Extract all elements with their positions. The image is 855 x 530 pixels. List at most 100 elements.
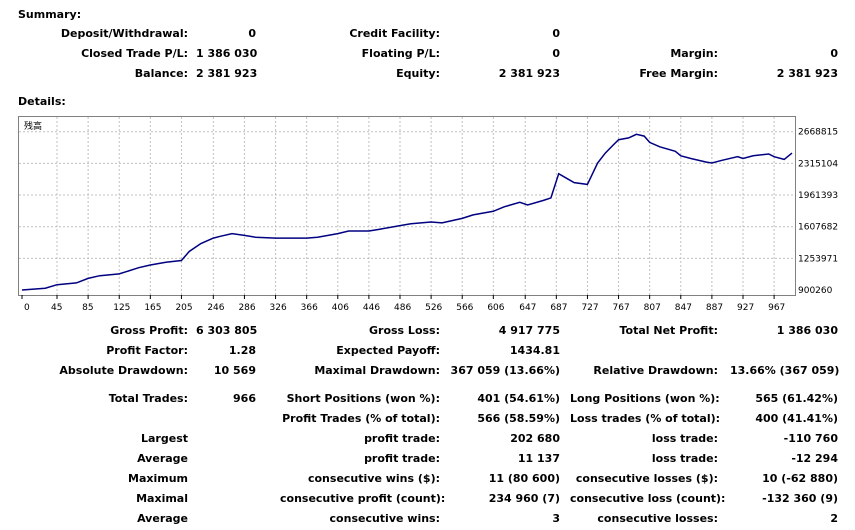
x-tick-label: 85 — [82, 303, 93, 313]
profit-trades-value: 566 (58.59%) — [477, 412, 560, 425]
chart-grid — [19, 117, 795, 295]
maximal-drawdown-value: 367 059 (13.66%) — [450, 364, 560, 377]
short-positions-value: 401 (54.61%) — [477, 392, 560, 405]
y-tick-label: 1253971 — [798, 254, 838, 264]
max-consecutive-losses-label: consecutive losses ($): — [575, 472, 718, 485]
absolute-drawdown-value: 10 569 — [213, 364, 256, 377]
x-tick-label: 927 — [737, 303, 754, 313]
balance-label: Balance: — [134, 67, 188, 80]
x-tick-label: 446 — [363, 303, 380, 313]
chart-caption: 残高 — [24, 120, 42, 132]
x-tick-label: 326 — [270, 303, 287, 313]
free-margin-label: Free Margin: — [639, 67, 718, 80]
x-tick-label: 366 — [301, 303, 318, 313]
total-trades-label: Total Trades: — [108, 392, 188, 405]
x-tick-label: 0 — [24, 303, 30, 313]
x-tick-label: 165 — [144, 303, 161, 313]
credit-facility-label: Credit Facility: — [349, 27, 440, 40]
largest-profit-trade-value: 202 680 — [510, 432, 560, 445]
y-tick-label: 900260 — [798, 286, 833, 296]
balance-chart: 900260 1253971 1607682 1961393 2315104 266881… — [18, 116, 838, 313]
max-consecutive-wins-label: consecutive wins ($): — [307, 472, 440, 485]
relative-drawdown-value: 13.66% (367 059) — [730, 364, 840, 377]
profit-factor-value: 1.28 — [228, 344, 256, 357]
chart-y-ticks: 900260 1253971 1607682 1961393 2315104 266881… — [798, 128, 838, 296]
expected-payoff-label: Expected Payoff: — [336, 344, 440, 357]
y-tick-label: 2315104 — [798, 159, 838, 169]
x-tick-label: 286 — [238, 303, 255, 313]
y-tick-label: 2668815 — [798, 128, 838, 138]
profit-trades-label: Profit Trades (% of total): — [282, 412, 440, 425]
average-consecutive-losses-label: consecutive losses: — [597, 512, 718, 525]
x-tick-label: 767 — [613, 303, 630, 313]
x-tick-label: 807 — [644, 303, 661, 313]
average-profit-trade-value: 11 137 — [517, 452, 560, 465]
relative-drawdown-label: Relative Drawdown: — [593, 364, 718, 377]
x-tick-label: 205 — [175, 303, 192, 313]
x-tick-label: 727 — [581, 303, 598, 313]
average-consecutive-losses-value: 2 — [830, 512, 838, 525]
x-tick-label: 486 — [394, 303, 411, 313]
largest-profit-trade-label: profit trade: — [364, 432, 440, 445]
margin-value: 0 — [830, 47, 838, 60]
x-tick-label: 847 — [675, 303, 692, 313]
loss-trades-value: 400 (41.41%) — [755, 412, 838, 425]
absolute-drawdown-label: Absolute Drawdown: — [59, 364, 188, 377]
total-net-profit-value: 1 386 030 — [776, 324, 838, 337]
maximal-consecutive-profit-label: consecutive profit (count): — [280, 492, 446, 505]
largest-loss-trade-value: -110 760 — [783, 432, 838, 445]
closed-trade-pl-value: 1 386 030 — [196, 47, 258, 60]
average-profit-trade-label: profit trade: — [364, 452, 440, 465]
x-tick-label: 647 — [519, 303, 536, 313]
largest-label: Largest — [141, 432, 188, 445]
free-margin-value: 2 381 923 — [776, 67, 838, 80]
gross-loss-value: 4 917 775 — [498, 324, 560, 337]
x-tick-label: 887 — [706, 303, 723, 313]
average-consecutive-wins-value: 3 — [552, 512, 560, 525]
maximum-label: Maximum — [128, 472, 188, 485]
maximal-consecutive-loss-value: -132 360 (9) — [762, 492, 838, 505]
short-positions-label: Short Positions (won %): — [286, 392, 440, 405]
x-tick-label: 406 — [332, 303, 349, 313]
x-tick-label: 967 — [768, 303, 785, 313]
average-consecutive-wins-label: consecutive wins: — [329, 512, 440, 525]
max-consecutive-wins-value: 11 (80 600) — [488, 472, 560, 485]
loss-trades-label: Loss trades (% of total): — [570, 412, 721, 425]
gross-profit-label: Gross Profit: — [110, 324, 188, 337]
gross-loss-label: Gross Loss: — [369, 324, 440, 337]
profit-factor-label: Profit Factor: — [106, 344, 188, 357]
x-tick-label: 246 — [207, 303, 224, 313]
average-loss-trade-value: -12 294 — [791, 452, 838, 465]
equity-label: Equity: — [396, 67, 440, 80]
total-trades-value: 966 — [233, 392, 256, 405]
summary-title: Summary: — [18, 8, 82, 21]
maximal-drawdown-label: Maximal Drawdown: — [314, 364, 440, 377]
largest-loss-trade-label: loss trade: — [651, 432, 718, 445]
maximal-consecutive-profit-value: 234 960 (7) — [488, 492, 560, 505]
deposit-withdrawal-label: Deposit/Withdrawal: — [60, 27, 188, 40]
y-tick-label: 1607682 — [798, 223, 838, 233]
deposit-withdrawal-value: 0 — [248, 27, 256, 40]
chart-x-ticks: 0 45 85 125 165 205 246 286 326 366 406 446 486 526 56… — [21, 295, 785, 313]
x-tick-label: 687 — [550, 303, 567, 313]
gross-profit-value: 6 303 805 — [196, 324, 258, 337]
balance-value: 2 381 923 — [196, 67, 258, 80]
maximal-consecutive-loss-label: consecutive loss (count): — [570, 492, 726, 505]
equity-value: 2 381 923 — [498, 67, 560, 80]
balance-series-line — [21, 133, 793, 291]
average-label: Average — [137, 452, 188, 465]
floating-pl-value: 0 — [552, 47, 560, 60]
x-tick-label: 526 — [425, 303, 442, 313]
closed-trade-pl-label: Closed Trade P/L: — [81, 47, 188, 60]
details-title: Details: — [18, 95, 66, 108]
average-loss-trade-label: loss trade: — [651, 452, 718, 465]
long-positions-label: Long Positions (won %): — [570, 392, 720, 405]
max-consecutive-losses-value: 10 (-62 880) — [762, 472, 838, 485]
average-consecutive-label: Average — [137, 512, 188, 525]
x-tick-label: 606 — [487, 303, 504, 313]
x-tick-label: 45 — [51, 303, 62, 313]
x-tick-label: 566 — [456, 303, 473, 313]
total-net-profit-label: Total Net Profit: — [619, 324, 719, 337]
maximal-label: Maximal — [136, 492, 188, 505]
long-positions-value: 565 (61.42%) — [755, 392, 838, 405]
